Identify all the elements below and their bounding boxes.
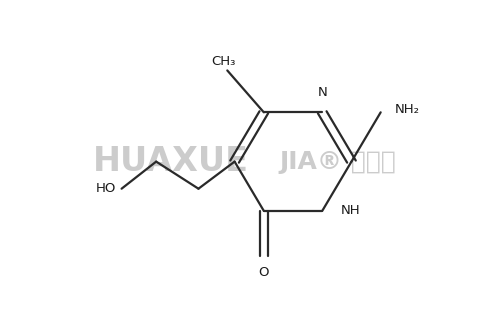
Text: NH: NH	[341, 204, 360, 217]
Text: NH₂: NH₂	[394, 103, 420, 116]
Text: HUAXUE: HUAXUE	[93, 145, 249, 178]
Text: JIA® 化学加: JIA® 化学加	[279, 149, 396, 173]
Text: O: O	[258, 266, 269, 279]
Text: HO: HO	[95, 182, 116, 195]
Text: CH₃: CH₃	[211, 55, 236, 68]
Text: N: N	[317, 86, 327, 99]
